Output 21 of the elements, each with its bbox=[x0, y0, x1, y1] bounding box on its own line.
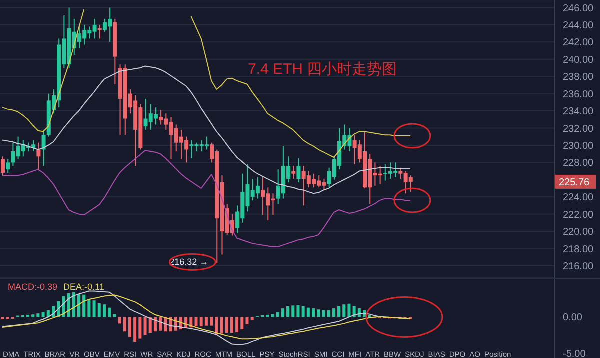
y-tick-label: 236.00 bbox=[563, 89, 594, 100]
text: 7.4 ETH 四小时走势图 bbox=[248, 60, 398, 79]
y-tick-label: 230.00 bbox=[563, 141, 594, 152]
y-tick-label: 244.00 bbox=[563, 20, 594, 32]
y-tick-label: 222.00 bbox=[563, 210, 594, 221]
y-tick-label: 246.00 bbox=[563, 3, 594, 14]
text: 225.76 bbox=[559, 177, 590, 188]
y-tick-label: 220.00 bbox=[563, 227, 594, 238]
y-tick-label: 228.00 bbox=[563, 158, 594, 170]
y-tick-label: 242.00 bbox=[563, 38, 594, 49]
y-tick-label: 224.00 bbox=[563, 192, 594, 204]
y-tick-label: 240.00 bbox=[563, 54, 594, 66]
y-tick-label: -5.00 bbox=[563, 348, 586, 358]
series-label: MACD:-0.39 bbox=[8, 282, 58, 292]
y-tick-label: 218.00 bbox=[563, 244, 594, 256]
series-label: DEA:-0.11 bbox=[64, 282, 104, 292]
y-tick-label: 238.00 bbox=[563, 72, 594, 84]
y-tick-label: 0.00 bbox=[563, 312, 583, 324]
y-tick-label: 216.00 bbox=[563, 262, 594, 272]
y-tick-label: 232.00 bbox=[563, 124, 594, 135]
y-tick-label: 234.00 bbox=[563, 106, 594, 118]
